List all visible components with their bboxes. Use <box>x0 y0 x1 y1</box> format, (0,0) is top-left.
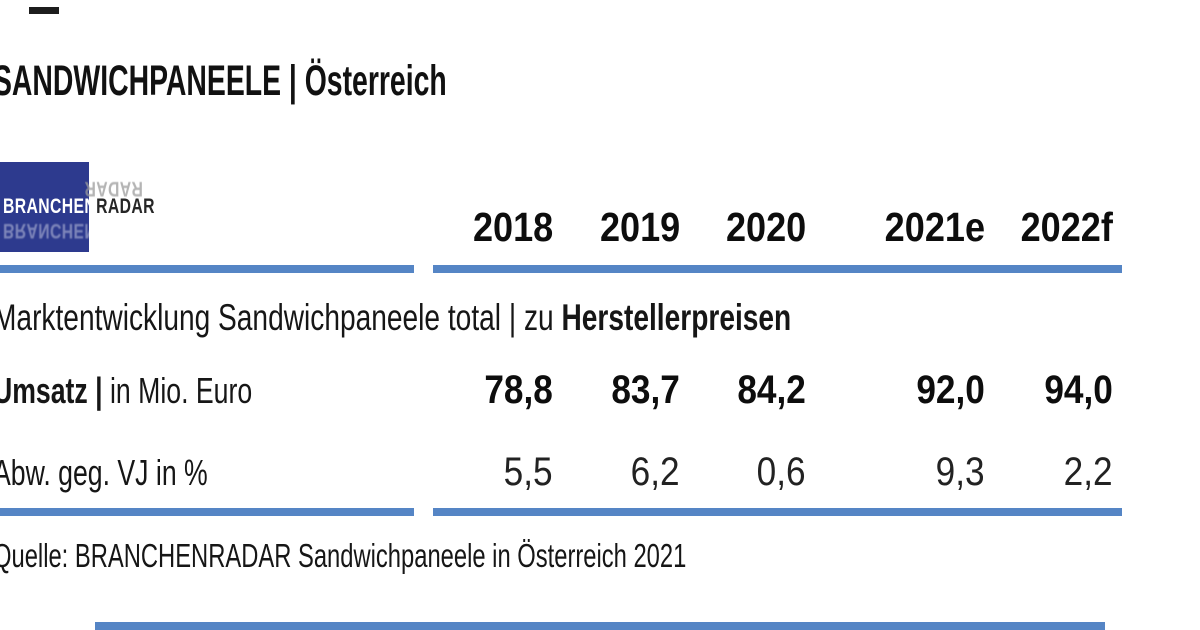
year-header-row: 2018 2019 2020 2021e 2022f <box>0 204 1113 250</box>
value-umsatz-2021e: 92,0 <box>916 368 985 412</box>
value-abw-2018: 5,5 <box>504 450 553 494</box>
source-text: Quelle: BRANCHENRADAR Sandwichpaneele in… <box>0 537 687 574</box>
divider-top-right <box>433 265 1122 273</box>
year-header-2018: 2018 <box>472 204 553 250</box>
value-abw-2020: 0,6 <box>757 450 806 494</box>
value-umsatz-2020: 84,2 <box>737 368 806 412</box>
value-abw-2021e: 9,3 <box>936 450 985 494</box>
year-header-2022f: 2022f <box>1020 204 1113 250</box>
bottom-accent-bar <box>95 622 1105 630</box>
year-header-2020: 2020 <box>725 204 806 250</box>
logo-radar-text: RADAR <box>96 195 155 218</box>
divider-bottom-right <box>433 508 1122 516</box>
row-label-umsatz: Umsatz | in Mio. Euro <box>0 370 253 411</box>
row-label-abweichung: Abw. geg. VJ in % <box>0 452 208 493</box>
value-umsatz-2018: 78,8 <box>484 368 553 412</box>
crop-artifact-dash <box>29 7 59 14</box>
table-row-abweichung: Abw. geg. VJ in % 5,5 6,2 0,6 9,3 2,2 <box>0 450 1113 495</box>
value-abw-2022f: 2,2 <box>1064 450 1113 494</box>
source-line: Quelle: BRANCHENRADAR Sandwichpaneele in… <box>0 536 956 576</box>
page-title-text: SANDWICHPANEELE | Österreich <box>0 57 447 105</box>
page-title: SANDWICHPANEELE | Österreich <box>0 56 680 106</box>
branchenradar-logo: RADAR BRANCHENRADAR BRANCHEN <box>0 162 260 262</box>
year-header-2021e: 2021e <box>884 204 985 250</box>
section-title-text: Marktentwicklung Sandwichpaneele total |… <box>0 297 792 338</box>
divider-top-left <box>0 265 414 273</box>
table-row-umsatz: Umsatz | in Mio. Euro 78,8 83,7 84,2 92,… <box>0 368 1113 413</box>
divider-bottom-left <box>0 508 414 516</box>
value-umsatz-2022f: 94,0 <box>1044 368 1113 412</box>
logo-branchen-text: BRANCHEN <box>3 195 97 218</box>
section-title: Marktentwicklung Sandwichpaneele total |… <box>0 296 1043 340</box>
logo-wordmark: BRANCHENRADAR <box>3 195 155 219</box>
value-abw-2019: 6,2 <box>631 450 680 494</box>
logo-reflection-bottom: BRANCHEN <box>3 219 97 242</box>
year-header-2019: 2019 <box>599 204 680 250</box>
logo-square <box>0 162 89 252</box>
value-umsatz-2019: 83,7 <box>611 368 680 412</box>
